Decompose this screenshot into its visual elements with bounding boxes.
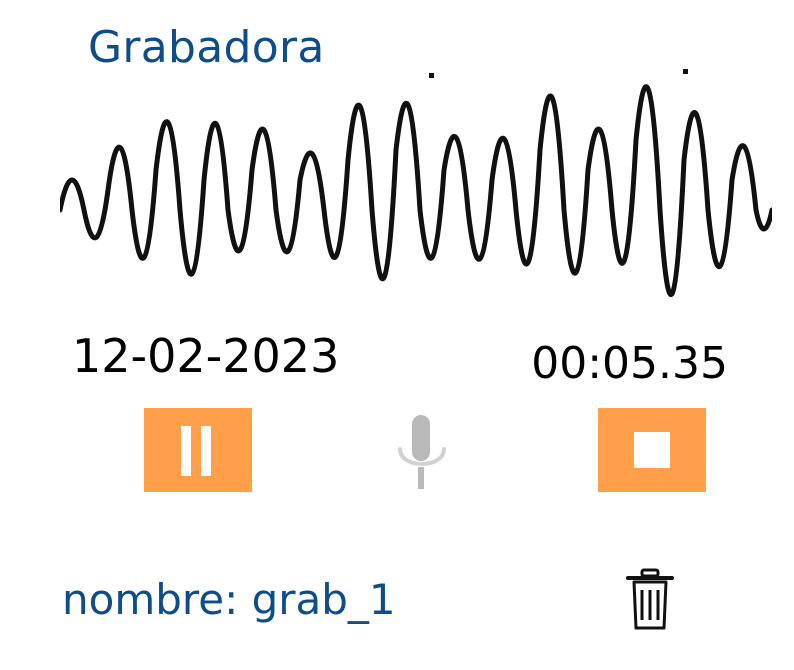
audio-waveform — [60, 69, 772, 297]
stop-button[interactable] — [598, 408, 706, 492]
waveform-dot — [429, 73, 434, 78]
waveform-dot — [683, 69, 688, 74]
waveform-line — [60, 84, 772, 297]
trash-icon — [626, 568, 674, 630]
stop-icon — [634, 432, 670, 468]
recording-date: 12-02-2023 — [72, 329, 340, 383]
delete-button[interactable] — [624, 568, 676, 632]
recording-timer: 00:05.35 — [531, 338, 728, 389]
pause-icon — [181, 426, 191, 476]
app-title: Grabadora — [88, 22, 325, 73]
pause-icon — [201, 426, 211, 476]
microphone-icon — [392, 415, 452, 495]
pause-button[interactable] — [144, 408, 252, 492]
recording-name: nombre: grab_1 — [62, 575, 396, 624]
